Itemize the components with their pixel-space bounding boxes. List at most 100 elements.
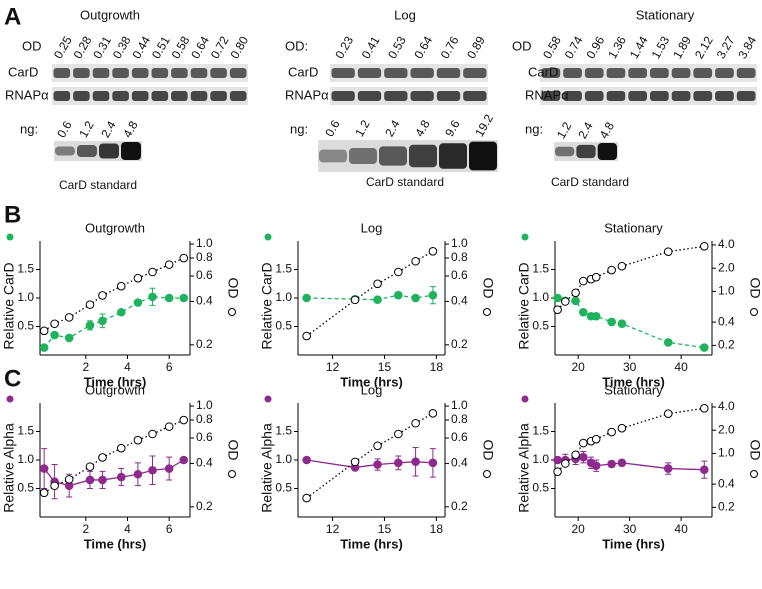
standard-band bbox=[99, 143, 119, 159]
standard-band bbox=[379, 146, 407, 166]
data-point bbox=[394, 429, 403, 439]
ng-value: 1.2 bbox=[554, 119, 575, 141]
ng-value: 2.4 bbox=[382, 117, 403, 139]
blot-band bbox=[92, 68, 110, 78]
y-axis-label: Relative Alpha bbox=[259, 423, 275, 513]
y-tick-label: 1.0 bbox=[275, 290, 292, 304]
standard-band bbox=[349, 148, 377, 164]
chart-title: Log bbox=[361, 382, 383, 397]
blot-band bbox=[384, 68, 408, 78]
x-tick-label: 2 bbox=[82, 360, 89, 374]
data-point bbox=[579, 276, 588, 286]
y2-tick-label: 0.6 bbox=[196, 268, 213, 282]
data-point bbox=[617, 423, 627, 433]
blot-band bbox=[73, 68, 90, 78]
x-tick-label: 20 bbox=[571, 522, 585, 536]
data-point bbox=[85, 300, 95, 309]
blot-band bbox=[331, 68, 355, 78]
y2-axis-label: OD bbox=[480, 278, 496, 299]
x-tick-label: 30 bbox=[623, 522, 637, 536]
data-point bbox=[607, 317, 616, 327]
ng-label: ng: bbox=[525, 121, 543, 136]
y-axis-label: Relative Alpha bbox=[516, 423, 532, 513]
x-tick-label: 12 bbox=[326, 522, 340, 536]
chart-title: Stationary bbox=[604, 220, 663, 235]
blot-title: Outgrowth bbox=[80, 7, 140, 22]
od-value: 0.51 bbox=[149, 34, 173, 62]
data-point bbox=[148, 267, 157, 277]
data-point bbox=[350, 457, 360, 467]
data-point bbox=[553, 305, 562, 314]
blot-band bbox=[210, 91, 227, 101]
standard-background bbox=[54, 141, 142, 161]
data-point bbox=[39, 488, 49, 498]
axis-marker bbox=[521, 395, 529, 403]
y2-tick-label: 0.6 bbox=[451, 430, 468, 444]
blot-band bbox=[357, 68, 382, 78]
axis-marker bbox=[6, 395, 14, 403]
blot-band bbox=[53, 91, 71, 101]
y-tick-label: 0.5 bbox=[532, 481, 549, 495]
data-point bbox=[64, 475, 74, 484]
data-point bbox=[164, 293, 174, 303]
standard-band bbox=[555, 146, 575, 157]
data-point bbox=[98, 453, 107, 462]
blot-band bbox=[410, 91, 434, 101]
blot-band bbox=[541, 91, 561, 101]
blot-band bbox=[436, 91, 461, 101]
data-point bbox=[428, 290, 438, 300]
y2-tick-label: 1.0 bbox=[451, 398, 468, 412]
data-point bbox=[116, 307, 126, 317]
od-value: 0.31 bbox=[90, 34, 114, 62]
data-point bbox=[663, 464, 673, 473]
od-value: 0.44 bbox=[129, 34, 153, 62]
y2-tick-label: 0.2 bbox=[196, 499, 213, 513]
data-point bbox=[64, 333, 74, 343]
od-value: 2.12 bbox=[692, 34, 716, 62]
blot-band bbox=[190, 91, 208, 101]
y-tick-label: 1.0 bbox=[17, 452, 34, 466]
blot-band bbox=[606, 68, 626, 78]
data-point bbox=[607, 265, 616, 275]
blot-band bbox=[650, 68, 669, 78]
data-point bbox=[663, 409, 673, 419]
blot-band bbox=[92, 91, 110, 101]
od-value: 0.96 bbox=[583, 34, 607, 62]
axis-marker bbox=[264, 395, 272, 403]
x-tick-label: 2 bbox=[82, 522, 89, 536]
standard-band bbox=[121, 142, 141, 160]
x-tick-label: 12 bbox=[326, 360, 340, 374]
y2-tick-label: 4.0 bbox=[718, 399, 735, 413]
od-label: OD bbox=[512, 38, 532, 53]
od-value: 0.28 bbox=[71, 34, 95, 62]
blot-band bbox=[563, 91, 582, 101]
y2-tick-label: 1.0 bbox=[196, 236, 213, 250]
blot-band bbox=[190, 68, 208, 78]
y2-tick-label: 0.4 bbox=[196, 294, 213, 308]
y2-tick-label: 0.4 bbox=[196, 456, 213, 470]
ng-value: 4.8 bbox=[412, 117, 433, 139]
od-value: 0.58 bbox=[540, 34, 564, 62]
y-tick-label: 1.0 bbox=[532, 452, 549, 466]
data-point bbox=[571, 450, 580, 460]
ng-value: 0.6 bbox=[54, 118, 75, 140]
y2-tick-label: 4.0 bbox=[718, 237, 735, 251]
y-tick-label: 0.5 bbox=[275, 481, 292, 495]
y2-tick-label: 0.4 bbox=[451, 456, 468, 470]
od-value: 1.36 bbox=[605, 34, 629, 62]
series-line bbox=[43, 419, 185, 494]
data-point bbox=[50, 330, 59, 340]
data-point bbox=[373, 295, 382, 305]
blot-band bbox=[715, 68, 734, 78]
y-tick-label: 1.5 bbox=[17, 424, 34, 438]
x-axis-label: Time (hrs) bbox=[84, 374, 147, 389]
blot-band bbox=[112, 91, 129, 101]
data-point bbox=[607, 459, 616, 469]
x-tick-label: 4 bbox=[124, 360, 131, 374]
blot-band bbox=[171, 91, 188, 101]
y2-tick-label: 0.6 bbox=[451, 268, 468, 282]
data-point bbox=[148, 429, 157, 439]
x-tick-label: 20 bbox=[571, 360, 585, 374]
y2-tick-label: 1.0 bbox=[451, 236, 468, 250]
series-line bbox=[43, 296, 184, 349]
